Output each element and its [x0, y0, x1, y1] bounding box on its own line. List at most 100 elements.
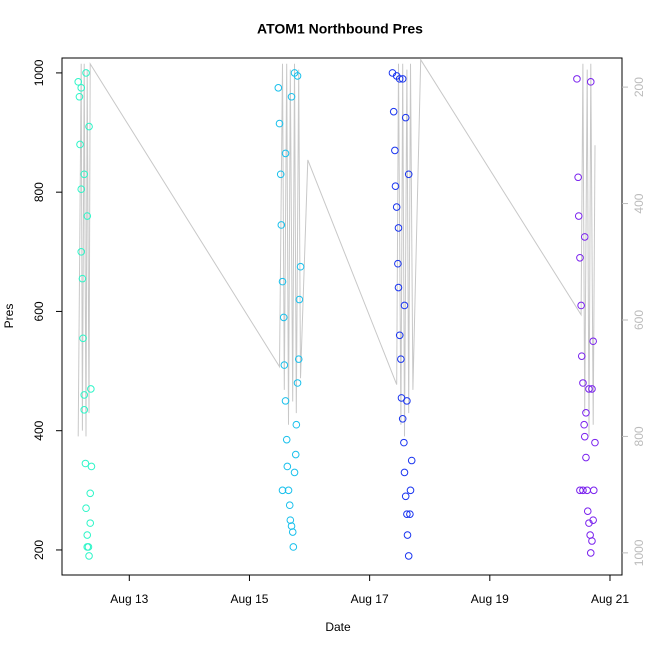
data-point — [389, 107, 398, 116]
data-point — [400, 438, 408, 447]
data-point — [292, 420, 301, 429]
data-point — [85, 552, 93, 560]
data-point — [276, 170, 285, 179]
data-point — [576, 253, 584, 262]
data-point — [579, 379, 587, 387]
data-point — [86, 489, 95, 498]
data-point — [582, 409, 590, 417]
data-point — [278, 486, 287, 495]
data-point — [583, 507, 592, 515]
data-point — [391, 182, 400, 191]
data-point — [283, 462, 292, 471]
y2-tick-label: 200 — [632, 77, 646, 97]
data-point — [577, 301, 585, 310]
data-point — [85, 122, 93, 131]
data-point — [275, 119, 284, 128]
data-point — [406, 486, 415, 495]
data-point — [585, 385, 593, 393]
data-point — [79, 334, 87, 343]
data-point — [295, 295, 304, 304]
x-axis-label: Date — [325, 620, 351, 634]
x-tick-label: Aug 13 — [110, 592, 148, 606]
data-point — [392, 203, 401, 211]
data-point — [580, 420, 588, 429]
data-point — [86, 519, 95, 527]
data-point — [80, 170, 89, 179]
data-point — [76, 140, 84, 149]
y-tick-label: 1000 — [32, 59, 46, 86]
data-point — [80, 391, 89, 399]
data-point — [293, 72, 302, 80]
data-point — [281, 397, 290, 405]
data-point — [77, 84, 86, 92]
data-point — [274, 84, 283, 92]
data-point — [401, 492, 410, 501]
y-tick-label: 600 — [32, 301, 46, 321]
data-point — [586, 549, 595, 557]
data-point — [277, 221, 286, 229]
data-point — [403, 397, 411, 405]
data-point — [586, 78, 595, 86]
data-point — [591, 438, 599, 447]
data-point — [398, 414, 407, 423]
data-point — [77, 185, 86, 193]
data-point — [579, 486, 587, 495]
data-point — [290, 468, 299, 477]
data-point — [573, 75, 581, 83]
y2-tick-label: 600 — [632, 310, 646, 330]
data-point — [406, 510, 414, 518]
data-point — [285, 501, 294, 510]
y-tick-label: 800 — [32, 182, 46, 202]
data-point — [404, 170, 413, 179]
x-tick-label: Aug 15 — [230, 592, 268, 606]
data-point — [284, 486, 293, 495]
data-point — [580, 432, 589, 441]
data-point — [403, 510, 411, 518]
data-point — [404, 552, 413, 560]
data-point — [397, 355, 405, 363]
data-point — [582, 453, 590, 462]
data-point — [80, 406, 89, 414]
data-point — [400, 468, 409, 477]
data-point — [77, 248, 86, 256]
data-point — [291, 450, 300, 459]
data-point — [282, 435, 291, 444]
data-point — [576, 486, 584, 495]
data-point — [588, 537, 596, 545]
y2-tick-label: 1000 — [632, 539, 646, 566]
x-tick-label: Aug 21 — [591, 592, 629, 606]
y2-tick-label: 400 — [632, 193, 646, 213]
data-point — [589, 337, 597, 346]
data-point — [84, 543, 93, 551]
data-point — [398, 75, 407, 83]
data-point — [296, 262, 305, 271]
data-point — [75, 92, 84, 101]
data-point — [395, 75, 404, 83]
data-point — [87, 385, 95, 393]
data-point — [279, 313, 288, 322]
pressure-line — [77, 58, 596, 437]
y-tick-label: 400 — [32, 420, 46, 440]
data-point — [293, 379, 302, 387]
chart-title: ATOM1 Northbound Pres — [257, 21, 423, 37]
data-point — [407, 456, 416, 465]
data-point — [394, 259, 402, 268]
y2-tick-label: 800 — [632, 426, 646, 446]
data-point — [394, 283, 403, 292]
x-tick-label: Aug 19 — [471, 592, 509, 606]
data-point — [588, 385, 596, 393]
data-point — [395, 331, 404, 340]
data-point — [83, 212, 92, 220]
data-point — [403, 531, 412, 539]
data-point — [400, 301, 409, 310]
data-point — [574, 173, 582, 182]
data-point — [294, 355, 303, 363]
data-point — [577, 352, 586, 360]
data-point — [82, 69, 90, 77]
data-point — [391, 146, 399, 155]
data-point — [580, 233, 589, 241]
data-point — [589, 516, 597, 524]
data-point — [288, 528, 297, 536]
data-point — [286, 516, 295, 524]
